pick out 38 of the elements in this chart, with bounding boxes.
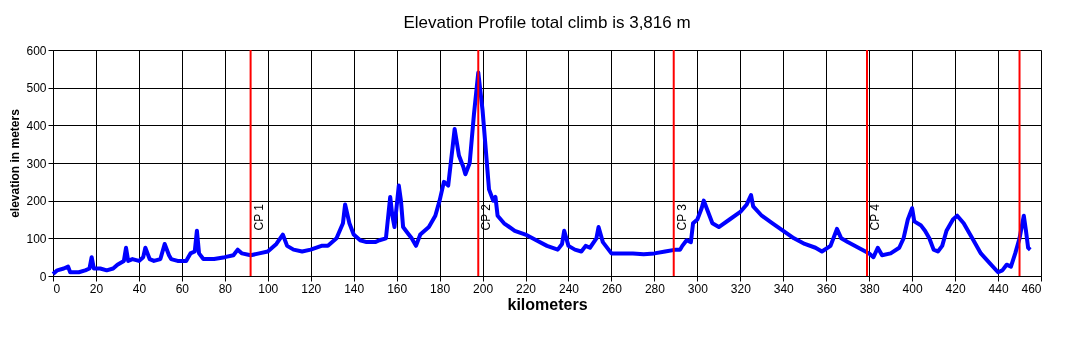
x-tick-label: 100 [258, 281, 279, 296]
x-tick-label: 400 [902, 281, 923, 296]
line-series [51, 70, 1033, 277]
x-tick-label: 260 [601, 281, 623, 296]
x-tick-label: 380 [859, 281, 881, 296]
x-tick-label: 160 [387, 281, 408, 296]
x-tick-label: 60 [175, 281, 190, 296]
x-tick-label: 220 [516, 281, 537, 296]
x-tick-label: 440 [988, 281, 1009, 296]
x-tick-label: 40 [132, 281, 147, 296]
x-tick-label: 0 [53, 281, 61, 296]
y-tick-label: 200 [26, 194, 47, 209]
y-tick-label: 500 [26, 81, 47, 96]
chart-title: Elevation Profile total climb is 3,816 m [403, 13, 691, 32]
ref-line-label: CP 1 [251, 203, 266, 231]
y-tick-label: 600 [26, 43, 47, 58]
ref-line-label: CP 3 [674, 203, 689, 231]
x-tick-label: 20 [89, 281, 104, 296]
x-tick-label: 140 [344, 281, 365, 296]
x-tick-label: 420 [945, 281, 966, 296]
y-tick-label: 0 [39, 269, 47, 284]
x-tick-label: 460 [1021, 281, 1042, 296]
x-tick-label: 340 [773, 281, 795, 296]
x-tick-label: 300 [687, 281, 709, 296]
y-tick-label: 100 [26, 231, 47, 246]
x-tick-label: 280 [644, 281, 666, 296]
x-tick-label: 200 [473, 281, 494, 296]
x-tick-label: 360 [816, 281, 838, 296]
x-tick-label: 240 [558, 281, 580, 296]
x-tick-label: 120 [301, 281, 322, 296]
x-tick-label: 320 [730, 281, 752, 296]
x-tick-label: 180 [430, 281, 451, 296]
ref-line-label: CP 4 [868, 203, 883, 231]
y-tick-label: 300 [26, 156, 47, 171]
y-tick-label: 400 [26, 118, 47, 133]
x-axis-title: kilometers [507, 295, 588, 313]
y-axis-title: elevation in meters [8, 108, 23, 218]
x-tick-label: 80 [218, 281, 233, 296]
